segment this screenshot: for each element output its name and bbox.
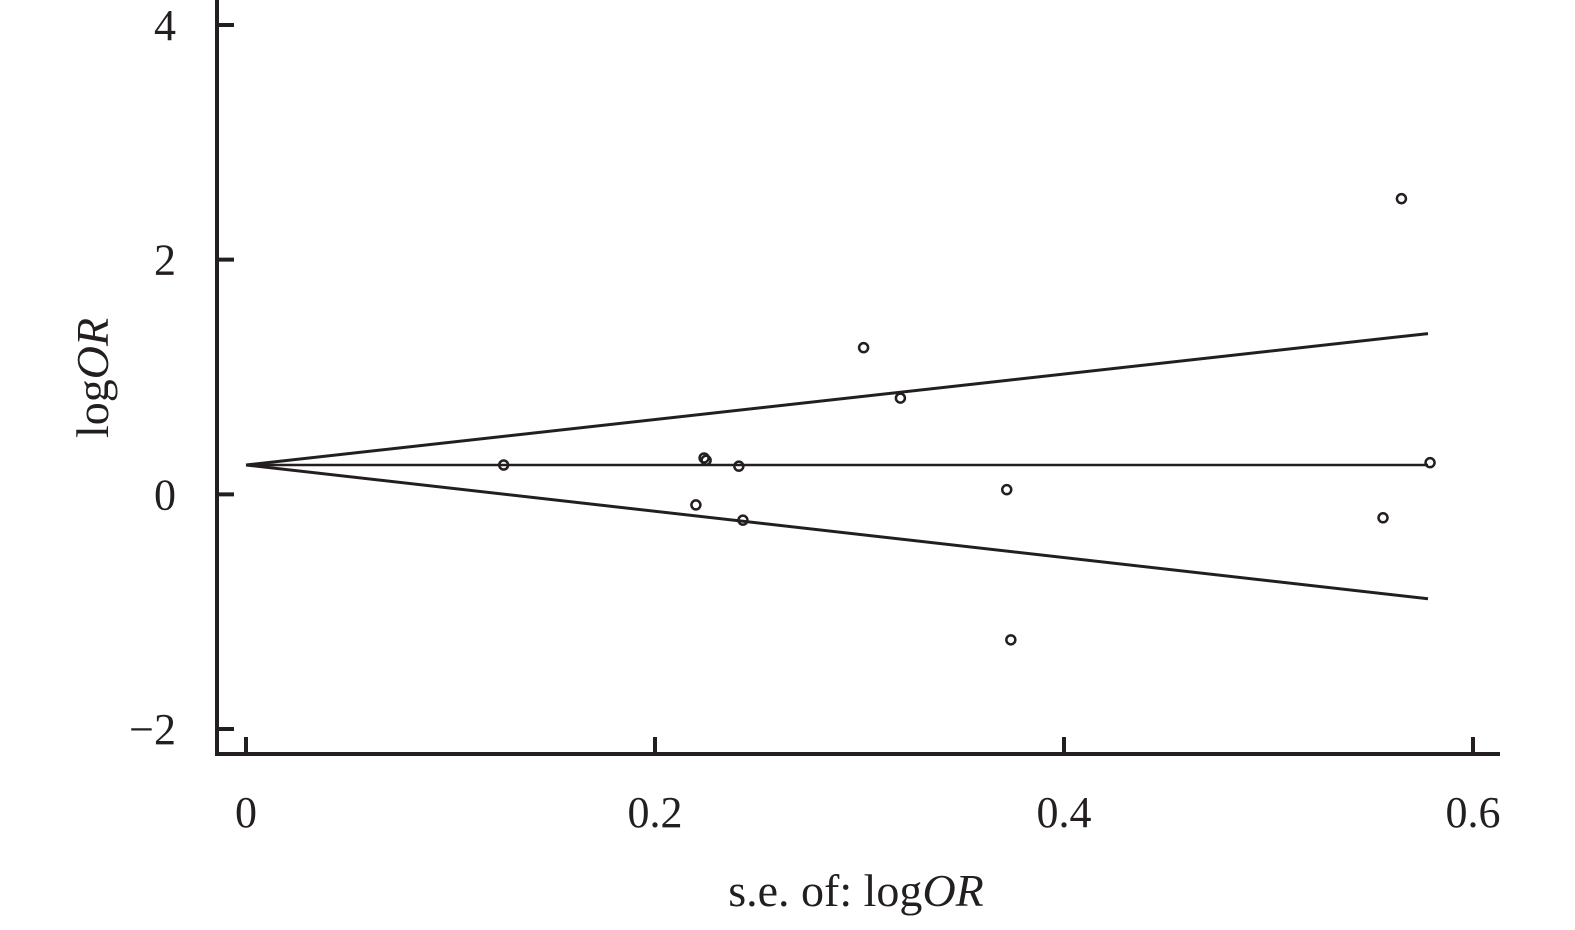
- data-point: [733, 460, 745, 472]
- x-tick-label: 0.2: [628, 788, 683, 837]
- y-tick-label: −2: [129, 705, 176, 754]
- y-axis-title-italic: OR: [67, 318, 118, 379]
- data-point: [1005, 634, 1017, 646]
- data-point: [1377, 512, 1389, 524]
- x-tick-label: 0.4: [1037, 788, 1092, 837]
- data-point: [690, 499, 702, 511]
- data-point: [1424, 456, 1436, 469]
- x-axis-title-italic: OR: [922, 865, 983, 916]
- y-tick-label: 0: [154, 470, 176, 519]
- y-axis-title-text: log: [67, 379, 118, 438]
- data-point: [700, 454, 712, 467]
- upper-confidence-limit-line: [245, 332, 1429, 467]
- data-point: [1000, 483, 1013, 496]
- data-point: [737, 514, 749, 526]
- data-point: [698, 452, 710, 464]
- y-axis-ticks: −2 0 2 4: [129, 1, 234, 754]
- data-points: [497, 192, 1436, 646]
- data-point: [894, 392, 907, 404]
- x-axis-title-text: s.e. of: log: [728, 865, 922, 916]
- x-axis-ticks: 0 0.2 0.4 0.6: [235, 737, 1501, 837]
- x-tick-label: 0: [235, 788, 257, 837]
- y-tick-label: 4: [154, 1, 176, 50]
- data-point: [497, 459, 510, 471]
- data-point: [857, 341, 870, 354]
- y-axis-title: logOR: [67, 318, 118, 438]
- x-axis-title: s.e. of: logOR: [728, 865, 984, 916]
- lower-confidence-limit-line: [245, 463, 1429, 601]
- data-point: [1395, 192, 1408, 205]
- x-tick-label: 0.6: [1446, 788, 1501, 837]
- y-tick-label: 2: [154, 236, 176, 285]
- plot-area: −2 0 2 4 0 0.2 0.4 0.6: [129, 0, 1501, 837]
